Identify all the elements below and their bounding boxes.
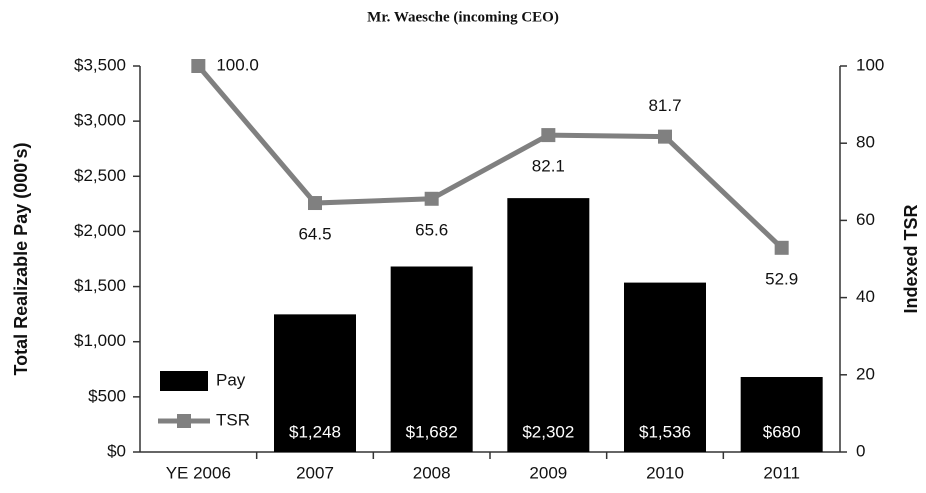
y2-tick-label: 100	[856, 55, 884, 74]
x-tick-label: YE 2006	[166, 463, 231, 482]
y-tick-label: $0	[107, 441, 126, 460]
tsr-marker	[658, 129, 672, 144]
y-tick-label: $3,000	[74, 111, 126, 130]
legend-label: Pay	[216, 370, 246, 389]
x-tick-label: 2009	[529, 463, 567, 482]
legend-swatch	[160, 371, 208, 391]
tsr-marker	[424, 191, 439, 206]
bar-value-label: $1,682	[406, 422, 458, 441]
y-tick-label: $2,000	[74, 221, 126, 240]
y-axis-title: Total Realizable Pay (000's)	[11, 142, 31, 375]
tsr-marker	[774, 240, 789, 255]
y-tick-label: $500	[88, 386, 126, 405]
y2-tick-label: 80	[856, 133, 875, 152]
legend-swatch	[177, 414, 191, 428]
y2-tick-label: 0	[856, 441, 865, 460]
tsr-value-label: 65.6	[415, 220, 448, 239]
bar-value-label: $1,536	[639, 422, 691, 441]
y-tick-label: $1,500	[74, 276, 126, 295]
x-tick-label: 2011	[763, 463, 800, 482]
bar	[740, 377, 823, 452]
bar-value-label: $1,248	[289, 422, 341, 441]
x-tick-label: 2008	[413, 463, 451, 482]
y2-tick-label: 60	[856, 210, 875, 229]
y2-tick-label: 40	[856, 287, 875, 306]
tsr-marker	[191, 59, 206, 73]
tsr-marker	[541, 128, 556, 143]
x-tick-label: 2007	[296, 463, 334, 482]
y2-tick-label: 20	[856, 364, 875, 383]
tsr-marker	[308, 196, 322, 211]
tsr-value-label: 52.9	[765, 269, 798, 288]
y-tick-label: $3,500	[74, 55, 126, 74]
bar	[624, 282, 706, 452]
y2-axis-title: Indexed TSR	[901, 204, 921, 313]
bar	[274, 314, 356, 452]
y-tick-label: $1,000	[74, 331, 126, 350]
chart-title: Mr. Waesche (incoming CEO)	[367, 9, 559, 25]
bar	[507, 198, 590, 452]
tsr-value-label: 64.5	[298, 225, 331, 244]
y-tick-label: $2,500	[74, 166, 126, 185]
bar-value-label: $2,302	[522, 422, 574, 441]
x-tick-label: 2010	[646, 463, 684, 482]
bar	[390, 266, 473, 452]
tsr-value-label: 82.1	[532, 157, 565, 176]
tsr-value-label: 100.0	[216, 55, 259, 74]
tsr-value-label: 81.7	[648, 96, 681, 115]
bar-value-label: $680	[763, 422, 801, 441]
tsr-line	[196, 64, 784, 250]
legend-label: TSR	[216, 410, 250, 429]
